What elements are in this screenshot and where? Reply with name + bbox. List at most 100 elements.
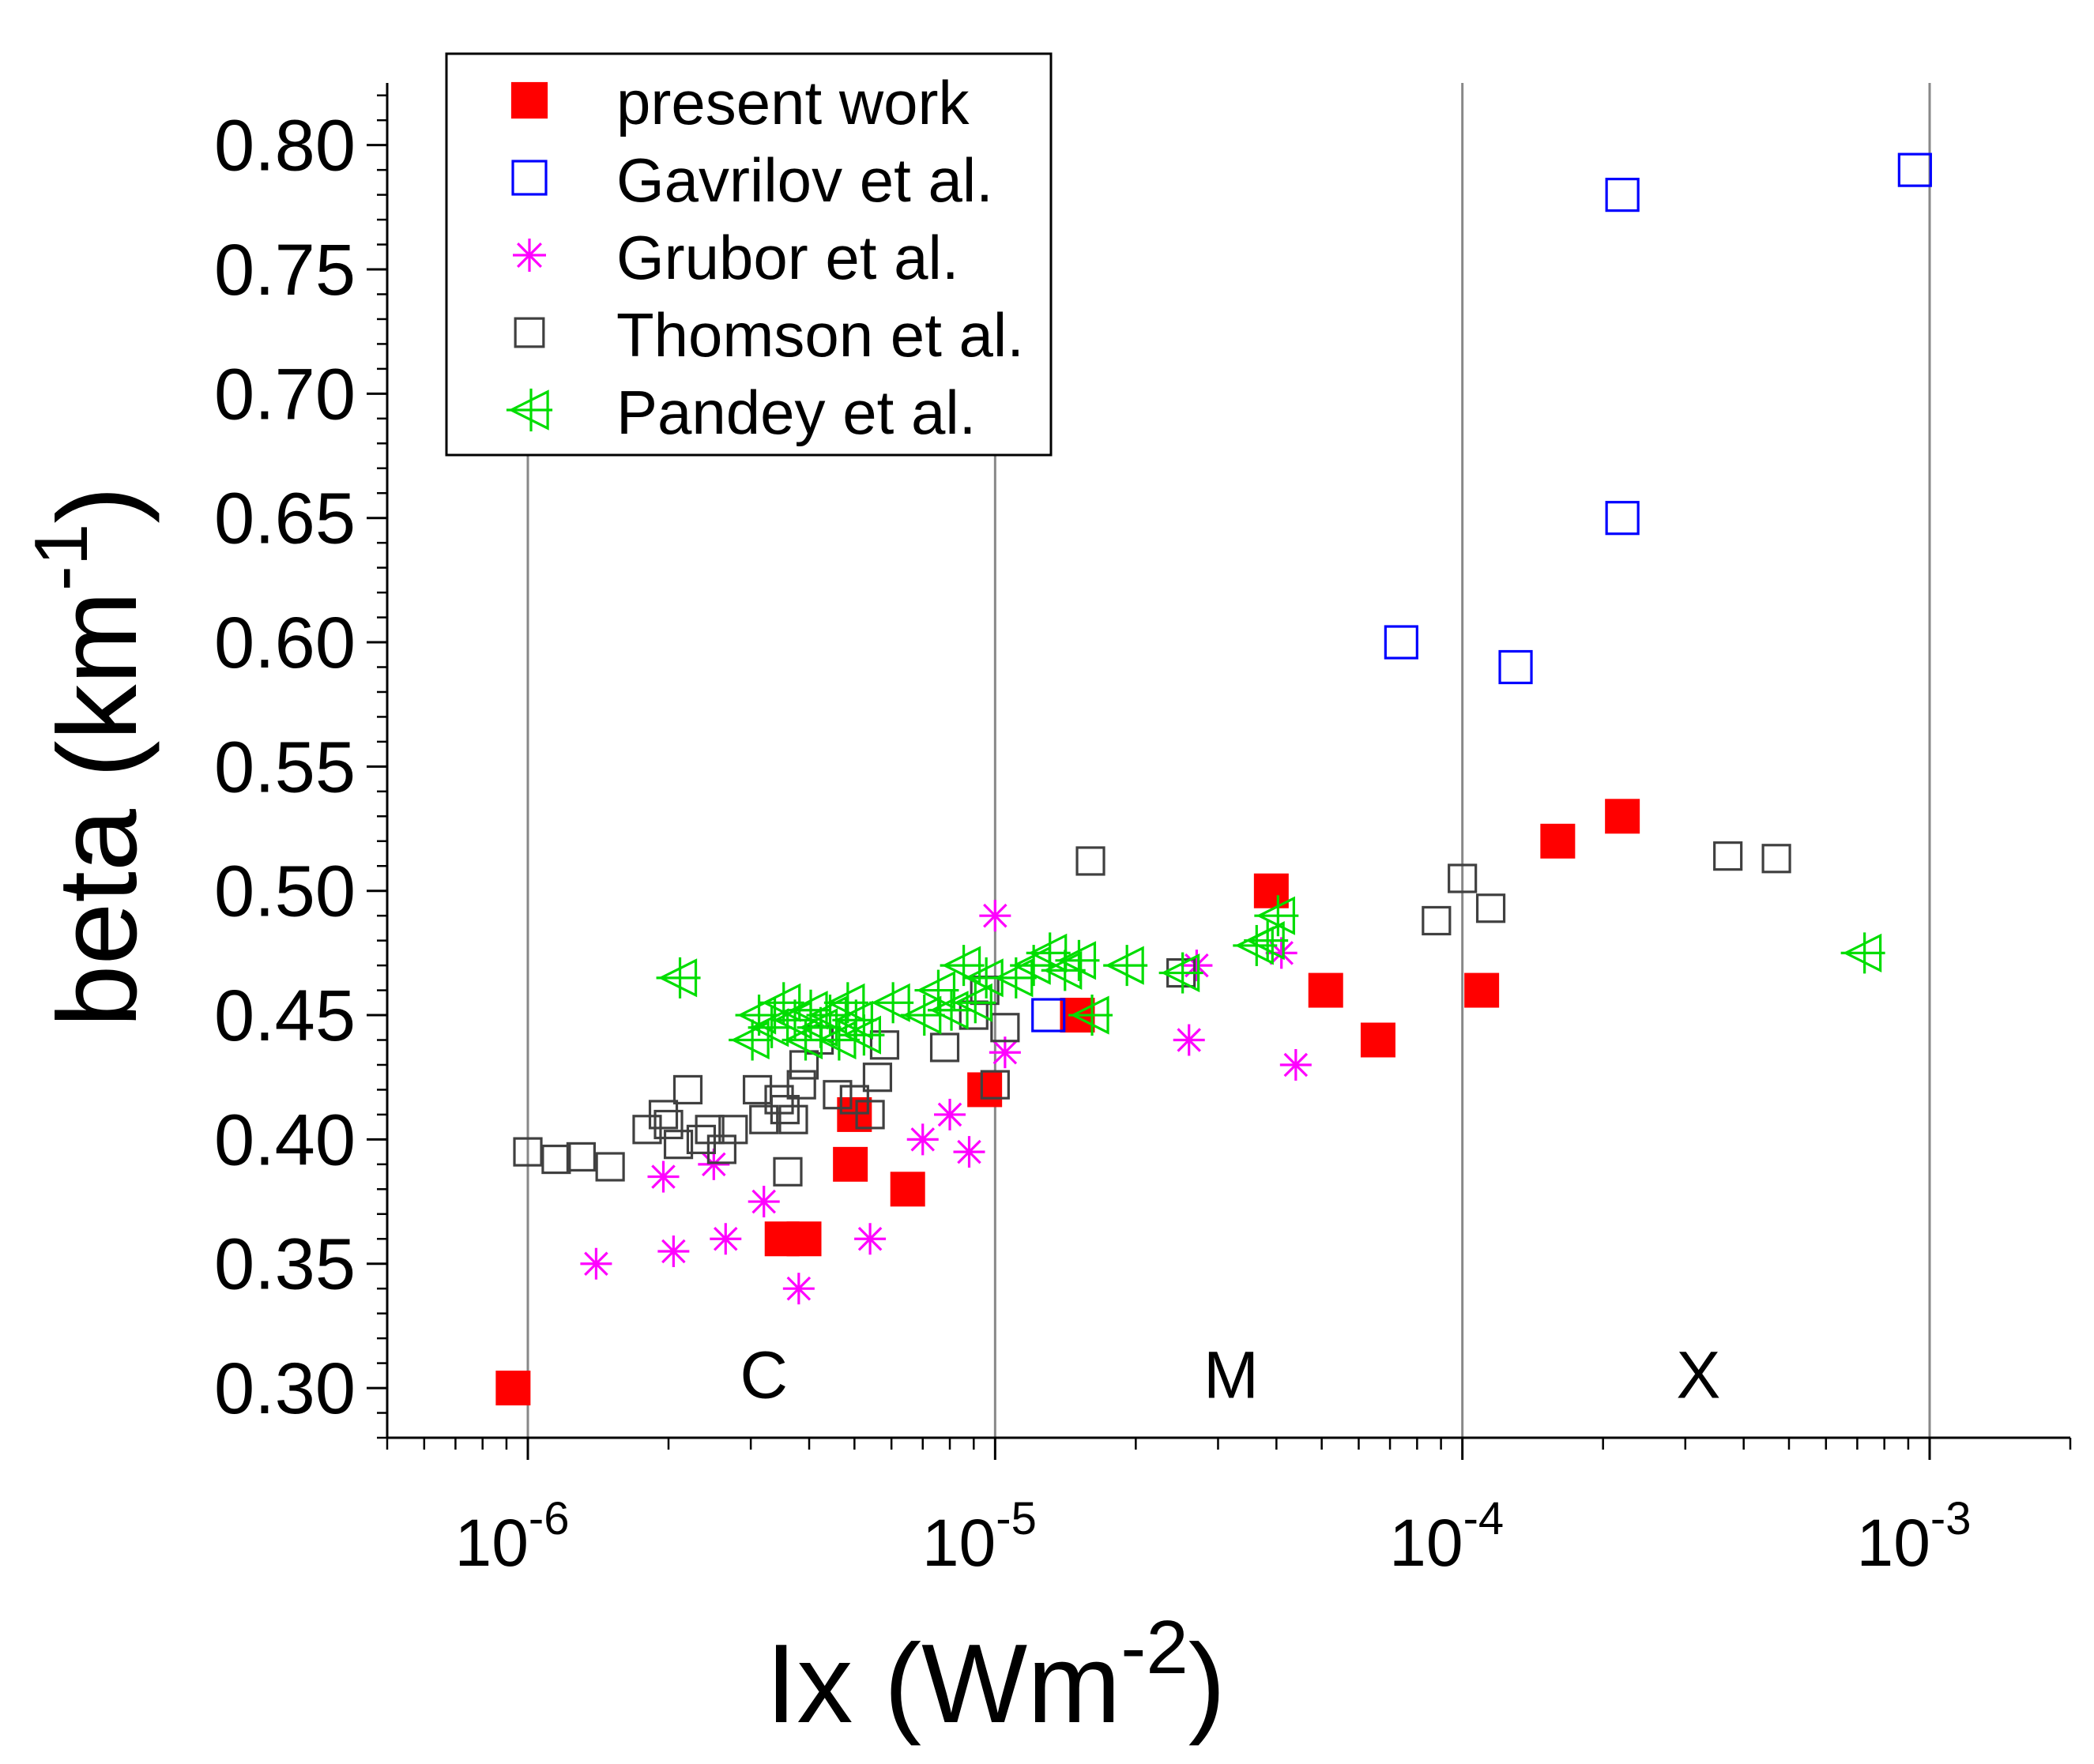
data-point-3-24	[855, 1100, 885, 1130]
data-point-3-14	[749, 1104, 779, 1134]
data-point-3-10	[695, 1115, 725, 1145]
data-point-3-31	[990, 1013, 1020, 1043]
data-point-2-14	[1181, 950, 1213, 982]
data-point-3-22	[823, 1080, 853, 1110]
x-axis-title-exponent: -2	[1120, 1605, 1188, 1690]
data-point-4-31	[1254, 895, 1299, 937]
data-point-1-5	[1897, 152, 1932, 187]
legend-label-3: Thomson et al.	[616, 300, 1024, 370]
y-axis-title-exponent: -1	[19, 524, 104, 591]
data-point-3-17	[773, 1157, 803, 1187]
data-point-2-11	[979, 900, 1011, 932]
data-point-0-3	[833, 1146, 868, 1182]
data-point-3-35	[1448, 863, 1478, 893]
data-point-4-28	[1158, 952, 1203, 994]
data-point-4-17	[928, 989, 973, 1031]
data-point-0-13	[1605, 799, 1640, 834]
data-point-3-25	[862, 1063, 893, 1093]
data-point-3-27	[929, 1032, 960, 1063]
data-point-3-16	[770, 1095, 800, 1125]
data-point-4-19	[951, 982, 996, 1024]
data-point-0-0	[495, 1371, 531, 1406]
x-tick-base-0: 10	[454, 1506, 528, 1580]
x-tick-label-1: 10-5	[922, 1493, 1037, 1580]
y-tick-label-7: 0.65	[214, 479, 356, 559]
data-point-4-25	[1055, 939, 1100, 981]
data-point-3-37	[1713, 841, 1743, 871]
data-point-4-32	[1840, 932, 1885, 974]
x-tick-base-2: 10	[1389, 1506, 1463, 1580]
data-point-2-0	[580, 1247, 612, 1280]
data-point-0-11	[1464, 972, 1500, 1008]
region-label-c: C	[740, 1337, 788, 1412]
data-point-3-12	[718, 1115, 748, 1145]
data-point-3-13	[742, 1074, 773, 1105]
legend-marker-0	[510, 81, 548, 119]
data-point-0-10	[1360, 1022, 1395, 1058]
data-point-2-6	[782, 1273, 815, 1305]
y-tick-label-1: 0.35	[214, 1224, 356, 1305]
data-points	[495, 152, 1932, 1406]
y-tick-label-6: 0.60	[214, 603, 356, 683]
x-tick-exponent-0: -6	[529, 1493, 570, 1544]
data-point-2-5	[748, 1186, 780, 1218]
data-point-3-9	[686, 1124, 717, 1154]
x-tick-exponent-2: -4	[1463, 1493, 1505, 1544]
legend-label-1: Gavrilov et al.	[616, 145, 993, 215]
data-point-0-4	[837, 1096, 872, 1132]
y-tick-label-0: 0.30	[214, 1348, 356, 1429]
legend-label-0: present work	[616, 68, 970, 137]
data-point-0-12	[1540, 823, 1576, 859]
y-tick-label-9: 0.75	[214, 230, 356, 310]
data-point-2-2	[657, 1235, 690, 1267]
data-point-3-6	[653, 1109, 684, 1140]
region-label-x: X	[1676, 1337, 1720, 1412]
data-point-0-5	[890, 1172, 925, 1207]
data-point-2-13	[1173, 1024, 1205, 1056]
y-axis-title-close: )	[35, 486, 160, 523]
data-point-3-5	[648, 1100, 679, 1130]
x-axis-title-close: )	[1188, 1621, 1226, 1747]
data-point-0-2	[786, 1221, 822, 1257]
data-point-2-12	[989, 1036, 1021, 1069]
legend-marker-4	[506, 388, 553, 432]
legend: present work Gavrilov et al. Grubor et al.…	[445, 52, 1053, 457]
data-point-1-2	[1498, 649, 1533, 685]
data-point-3-36	[1475, 893, 1506, 923]
data-point-3-32	[1075, 846, 1105, 876]
data-point-4-26	[1068, 995, 1113, 1036]
legend-marker-2	[513, 239, 546, 272]
data-point-1-1	[1384, 625, 1418, 660]
series-grubor-et-al-	[580, 900, 1312, 1305]
data-point-2-8	[906, 1123, 939, 1156]
data-point-4-27	[1103, 945, 1148, 987]
data-point-4-0	[656, 957, 701, 999]
data-point-0-9	[1308, 972, 1343, 1008]
data-point-1-3	[1605, 501, 1640, 536]
data-point-3-18	[778, 1104, 808, 1134]
data-point-4-13	[840, 1014, 885, 1056]
data-point-4-14	[869, 982, 914, 1024]
y-tick-label-5: 0.55	[214, 727, 356, 807]
data-point-2-4	[710, 1223, 742, 1255]
data-point-1-4	[1605, 178, 1640, 213]
data-point-3-19	[786, 1070, 816, 1100]
y-tick-label-10: 0.80	[214, 106, 356, 186]
data-point-2-7	[854, 1223, 887, 1255]
x-tick-exponent-3: -3	[1930, 1493, 1972, 1544]
legend-label-4: Pandey et al.	[616, 378, 976, 447]
series-pandey-et-al-	[656, 895, 1885, 1061]
y-tick-label-8: 0.70	[214, 354, 356, 434]
axis-ticks: 0.30 0.35 0.40 0.45 0.50 0.55 0.60 0.65 0.70 0.75…	[214, 94, 2072, 1580]
data-point-3-23	[839, 1085, 869, 1115]
data-point-4-3	[748, 1006, 793, 1048]
legend-label-2: Grubor et al.	[616, 223, 959, 292]
x-tick-label-2: 10-4	[1389, 1493, 1504, 1580]
y-tick-label-4: 0.50	[214, 852, 356, 932]
data-point-3-8	[672, 1074, 703, 1105]
legend-marker-1	[511, 160, 548, 196]
series-gavrilov-et-al-	[1031, 152, 1932, 1032]
data-point-2-16	[1279, 1048, 1312, 1081]
